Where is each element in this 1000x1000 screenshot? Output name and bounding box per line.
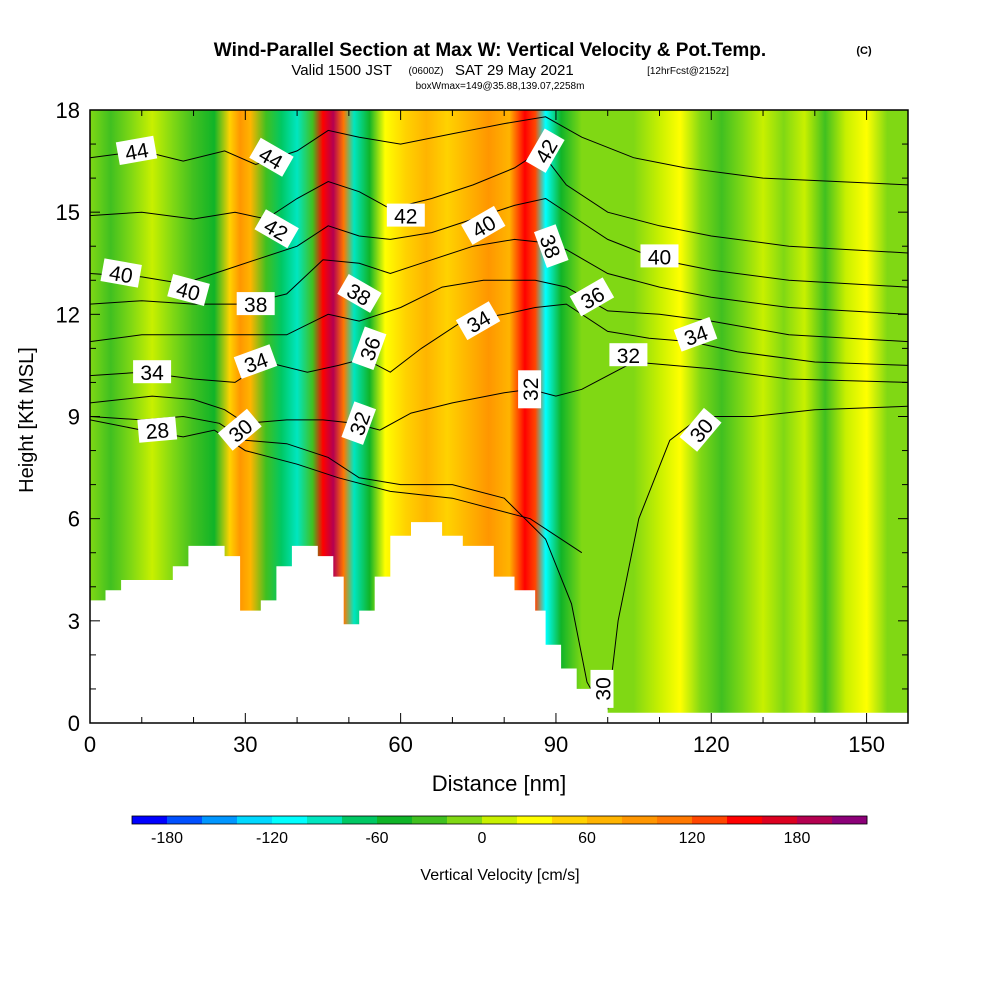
svg-text:34: 34 <box>140 362 164 385</box>
svg-text:38: 38 <box>244 294 267 317</box>
contour-label-32: 32 <box>518 370 543 409</box>
colorbar-swatch-0 <box>132 816 168 824</box>
contour-label-40: 40 <box>640 244 679 269</box>
y-tick-label-15: 15 <box>56 200 80 225</box>
title-main: Wind-Parallel Section at Max W: Vertical… <box>214 40 766 61</box>
title-valid-utc: (0600Z) <box>408 66 443 77</box>
contour-label-34: 34 <box>673 317 718 352</box>
theta-contour-38 <box>90 238 908 315</box>
colorbar-swatch-14 <box>622 816 658 824</box>
theta-contour-44 <box>90 116 908 186</box>
colorbar-tick-label-180: 180 <box>784 830 811 847</box>
x-tick-label-90: 90 <box>544 732 568 757</box>
title-forecast: [12hrFcst@2152z] <box>647 66 729 77</box>
colorbar-swatch-3 <box>237 816 273 824</box>
chart-title: Wind-Parallel Section at Max W: Vertical… <box>214 40 872 92</box>
contour-label-38: 38 <box>236 292 275 317</box>
contour-label-42: 42 <box>386 203 425 229</box>
colorbar-swatch-17 <box>727 816 763 824</box>
colorbar-swatch-15 <box>657 816 693 824</box>
colorbar-tick-label-120: 120 <box>679 830 706 847</box>
colorbar-swatch-6 <box>342 816 378 824</box>
theta-contour-30 <box>607 405 908 710</box>
colorbar-swatch-9 <box>447 816 483 824</box>
colorbar-tick-label--180: -180 <box>151 830 183 847</box>
title-box: boxWmax=149@35.88,139.07,2258m <box>416 81 585 92</box>
contour-label-30: 30 <box>590 669 616 708</box>
x-tick-label-30: 30 <box>233 732 257 757</box>
y-axis: 0 3 6 9 12 15 18 <box>56 98 908 736</box>
colorbar-swatch-18 <box>762 816 798 824</box>
contour-label-34: 34 <box>133 360 172 385</box>
svg-text:32: 32 <box>617 345 640 368</box>
y-axis-label: Height [Kft MSL] <box>16 347 38 493</box>
colorbar-swatch-8 <box>412 816 448 824</box>
x-tick-label-120: 120 <box>693 732 730 757</box>
contour-label-44: 44 <box>249 137 294 177</box>
svg-text:28: 28 <box>145 419 170 444</box>
x-tick-label-0: 0 <box>84 732 96 757</box>
colorbar: -180 -120 -60 0 60 120 180 <box>131 815 868 847</box>
contour-label-44: 44 <box>115 135 158 166</box>
y-tick-label-12: 12 <box>56 302 80 327</box>
svg-text:44: 44 <box>123 139 150 166</box>
colorbar-label: Vertical Velocity [cm/s] <box>420 867 579 884</box>
svg-text:42: 42 <box>394 206 417 229</box>
colorbar-swatch-7 <box>377 816 413 824</box>
svg-text:30: 30 <box>593 677 616 700</box>
svg-text:32: 32 <box>520 378 543 401</box>
contour-label-30: 30 <box>217 408 262 451</box>
colorbar-swatch-16 <box>692 816 728 824</box>
colorbar-swatch-4 <box>272 816 308 824</box>
colorbar-swatch-19 <box>797 816 833 824</box>
y-tick-label-6: 6 <box>68 507 80 532</box>
colorbar-swatch-12 <box>552 816 588 824</box>
title-valid-date: SAT 29 May 2021 <box>455 62 574 79</box>
contour-label-32: 32 <box>341 401 377 445</box>
title-copyright: (C) <box>856 45 872 57</box>
y-tick-label-3: 3 <box>68 609 80 634</box>
colorbar-tick-label--60: -60 <box>365 830 388 847</box>
y-tick-label-0: 0 <box>68 711 80 736</box>
y-tick-label-18: 18 <box>56 98 80 123</box>
theta-contour-30 <box>90 415 603 710</box>
contour-label-40: 40 <box>167 273 210 306</box>
colorbar-frame <box>131 815 868 825</box>
x-tick-label-60: 60 <box>388 732 412 757</box>
contour-label-32: 32 <box>609 343 648 368</box>
colorbar-swatch-11 <box>517 816 553 824</box>
svg-text:40: 40 <box>648 246 671 269</box>
x-tick-label-150: 150 <box>848 732 885 757</box>
colorbar-swatch-13 <box>587 816 623 824</box>
title-valid-prefix: Valid 1500 JST <box>291 62 392 79</box>
svg-text:40: 40 <box>107 262 134 289</box>
colorbar-tick-label-60: 60 <box>578 830 596 847</box>
contour-label-40: 40 <box>100 258 142 289</box>
theta-contour-36 <box>90 279 908 343</box>
x-axis-label: Distance [nm] <box>432 771 567 796</box>
colorbar-swatch-2 <box>202 816 238 824</box>
colorbar-swatch-1 <box>167 816 203 824</box>
theta-contour-42 <box>90 150 908 254</box>
colorbar-swatch-10 <box>482 816 518 824</box>
colorbar-tick-label-0: 0 <box>478 830 487 847</box>
colorbar-tick-label--120: -120 <box>256 830 288 847</box>
colorbar-swatch-20 <box>832 816 868 824</box>
theta-contours <box>90 116 908 710</box>
x-axis: 0 30 60 90 120 150 <box>84 110 885 757</box>
terrain <box>90 522 908 723</box>
y-tick-label-9: 9 <box>68 405 80 430</box>
contour-label-28: 28 <box>137 416 178 444</box>
colorbar-swatch-5 <box>307 816 343 824</box>
